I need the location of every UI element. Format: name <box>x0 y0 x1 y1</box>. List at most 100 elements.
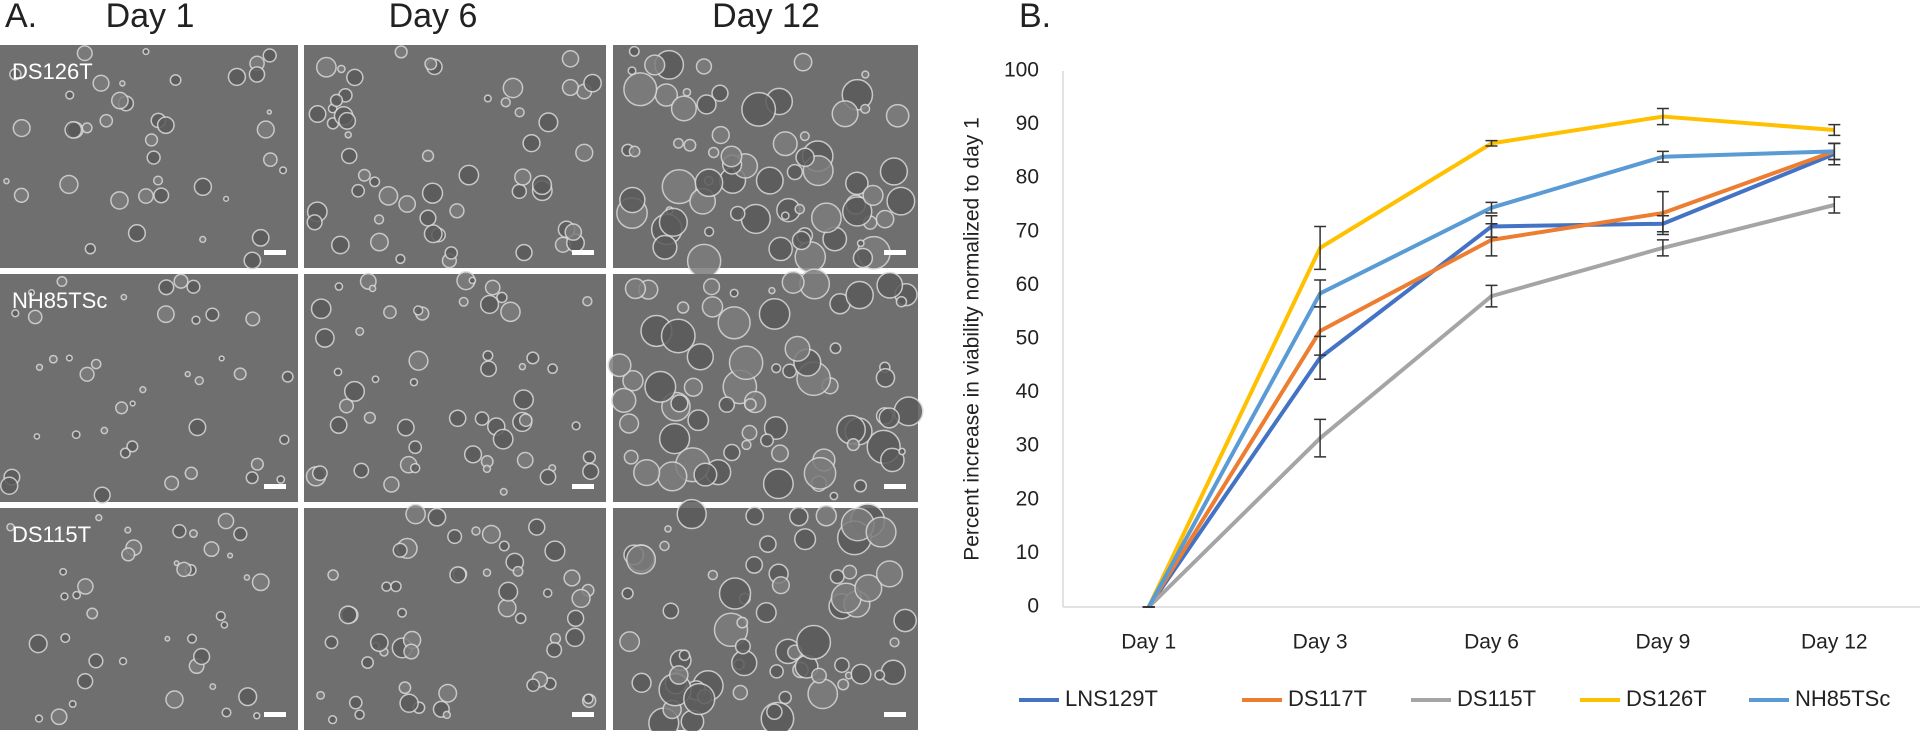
cell <box>378 186 399 206</box>
cell <box>514 612 527 625</box>
cell <box>796 624 832 660</box>
cell <box>718 396 736 413</box>
cell <box>408 350 429 371</box>
cell <box>28 634 48 654</box>
panel-label: A. <box>5 0 37 35</box>
y-tick-label: 50 <box>1016 327 1039 350</box>
cell <box>193 177 213 197</box>
cell <box>482 350 494 362</box>
cell <box>413 305 424 316</box>
column-header: Day 6 <box>389 0 478 35</box>
cell <box>12 119 31 138</box>
cell <box>500 97 511 108</box>
cell <box>194 375 204 386</box>
cell <box>184 370 191 378</box>
cell <box>623 449 639 465</box>
cell <box>628 45 640 57</box>
cell <box>139 386 147 394</box>
cell <box>876 271 904 299</box>
cell <box>784 335 811 362</box>
cell <box>56 276 68 288</box>
cell <box>340 147 358 165</box>
cell <box>619 186 646 214</box>
cell <box>780 211 790 221</box>
cell <box>741 91 777 127</box>
cell <box>124 526 132 534</box>
cell <box>686 243 722 279</box>
cell <box>59 567 68 576</box>
cell <box>729 205 746 222</box>
cell <box>794 203 806 215</box>
cell <box>327 715 338 725</box>
cell <box>93 486 111 504</box>
cell <box>99 113 114 128</box>
cell <box>815 504 838 527</box>
cell <box>729 288 739 298</box>
cell <box>810 667 828 684</box>
cell <box>711 125 730 145</box>
cell <box>357 168 371 182</box>
row-label: NH85TSc <box>12 288 107 313</box>
cell <box>188 418 207 437</box>
cell <box>736 616 749 629</box>
cell <box>442 710 452 720</box>
cell <box>496 291 508 304</box>
cell <box>703 226 715 237</box>
cell <box>898 447 906 456</box>
cell <box>644 370 677 403</box>
cell <box>701 296 724 318</box>
error-bar <box>1828 123 1841 137</box>
cell <box>766 703 783 721</box>
cell <box>676 498 707 530</box>
cell <box>458 164 480 186</box>
cell <box>499 487 508 496</box>
cell <box>514 168 532 186</box>
scale-bar <box>572 250 594 255</box>
cell <box>353 462 370 479</box>
cell <box>88 653 104 669</box>
cell <box>156 305 175 324</box>
scale-bar <box>264 250 286 255</box>
cell <box>316 690 326 700</box>
cell <box>546 641 563 658</box>
cell <box>878 407 900 429</box>
cell <box>383 476 400 493</box>
cell <box>370 232 389 252</box>
cell <box>72 590 82 600</box>
cell <box>76 673 94 690</box>
cell <box>250 457 264 471</box>
scale-bar <box>572 712 594 717</box>
cell <box>795 147 815 168</box>
y-tick-label: 90 <box>1016 112 1039 135</box>
cell <box>514 107 525 118</box>
cell <box>203 541 220 558</box>
cell <box>100 426 109 435</box>
scale-bar <box>264 484 286 489</box>
cell <box>191 315 201 325</box>
cell <box>371 375 380 384</box>
cell <box>129 400 136 407</box>
cell <box>27 289 36 297</box>
cell <box>84 243 97 255</box>
cell <box>245 311 261 327</box>
cell <box>623 72 658 107</box>
cell <box>189 529 198 539</box>
error-bar <box>1656 239 1669 257</box>
cell <box>173 273 189 289</box>
cell <box>64 120 83 139</box>
x-tick-label: Day 3 <box>1293 631 1348 654</box>
cell <box>673 137 684 149</box>
cell <box>745 506 765 526</box>
cell <box>810 202 842 234</box>
cell <box>683 138 697 152</box>
column-header: Day 1 <box>106 0 195 35</box>
cell <box>837 678 850 691</box>
cell <box>279 434 290 445</box>
cell <box>879 157 909 186</box>
cell <box>582 296 593 307</box>
cell <box>563 569 581 587</box>
cell <box>3 177 10 185</box>
cell <box>539 468 557 486</box>
cell <box>329 93 344 108</box>
